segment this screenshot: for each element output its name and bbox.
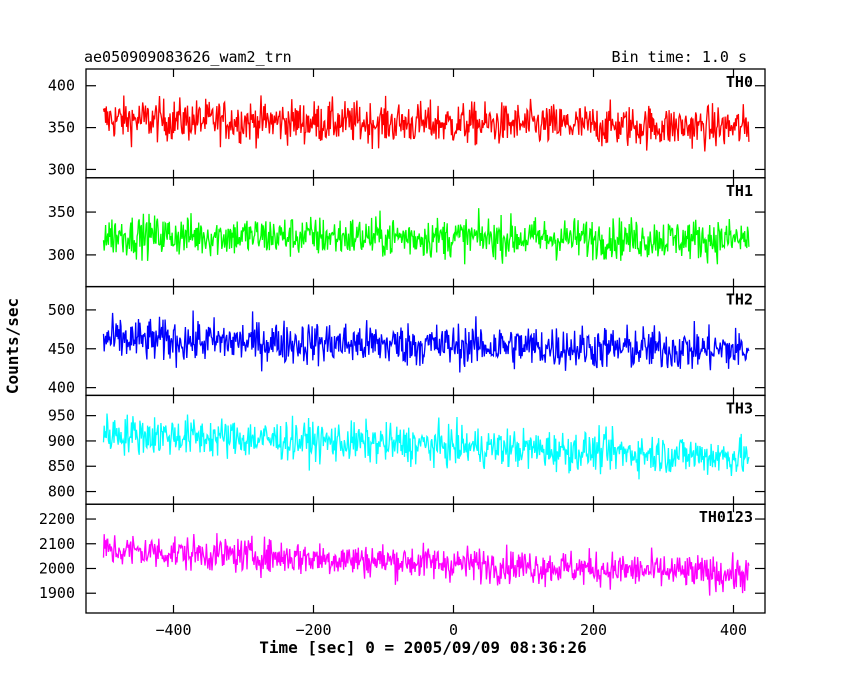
y-tick-label: 500 — [48, 301, 75, 319]
x-tick-label: 400 — [720, 621, 747, 639]
y-tick-label: 300 — [48, 246, 75, 264]
x-tick-label: −400 — [155, 621, 191, 639]
x-axis-label: Time [sec] 0 = 2005/09/09 08:36:26 — [259, 638, 587, 657]
panel-frame — [85, 394, 766, 505]
panel-label: TH0123 — [699, 508, 753, 526]
x-tick-label: 0 — [449, 621, 458, 639]
panel-frame — [85, 503, 766, 614]
y-tick-label: 400 — [48, 77, 75, 95]
y-tick-label: 450 — [48, 340, 75, 358]
y-tick-label: 1900 — [39, 584, 75, 602]
panels-group: TH0 300 350 400 TH1 300 350 TH2 400 450 500 TH3 800 8… — [39, 68, 766, 639]
y-tick-label: 2200 — [39, 510, 75, 528]
series-line-th2 — [102, 310, 750, 373]
series-line-th3 — [102, 413, 750, 480]
panel-label: TH1 — [726, 182, 753, 200]
series-line-th1 — [102, 208, 750, 265]
y-tick-label: 350 — [48, 119, 75, 137]
panel-label: TH2 — [726, 291, 753, 309]
x-tick-label: 200 — [580, 621, 607, 639]
y-tick-label: 300 — [48, 160, 75, 178]
y-tick-label: 400 — [48, 379, 75, 397]
y-axis-label: Counts/sec — [3, 298, 22, 394]
series-line-th0 — [102, 95, 750, 152]
y-tick-label: 2000 — [39, 559, 75, 577]
y-tick-label: 800 — [48, 483, 75, 501]
y-tick-label: 900 — [48, 432, 75, 450]
panel-label: TH0 — [726, 73, 753, 91]
chart-title: ae050909083626_wam2_trn — [84, 48, 292, 66]
series-line-th0123 — [102, 533, 750, 596]
x-tick-label: −200 — [295, 621, 331, 639]
panel-label: TH3 — [726, 399, 753, 417]
chart-subtitle: Bin time: 1.0 s — [612, 48, 747, 66]
y-tick-label: 350 — [48, 203, 75, 221]
y-tick-label: 2100 — [39, 535, 75, 553]
y-tick-label: 850 — [48, 457, 75, 475]
y-tick-label: 950 — [48, 407, 75, 425]
